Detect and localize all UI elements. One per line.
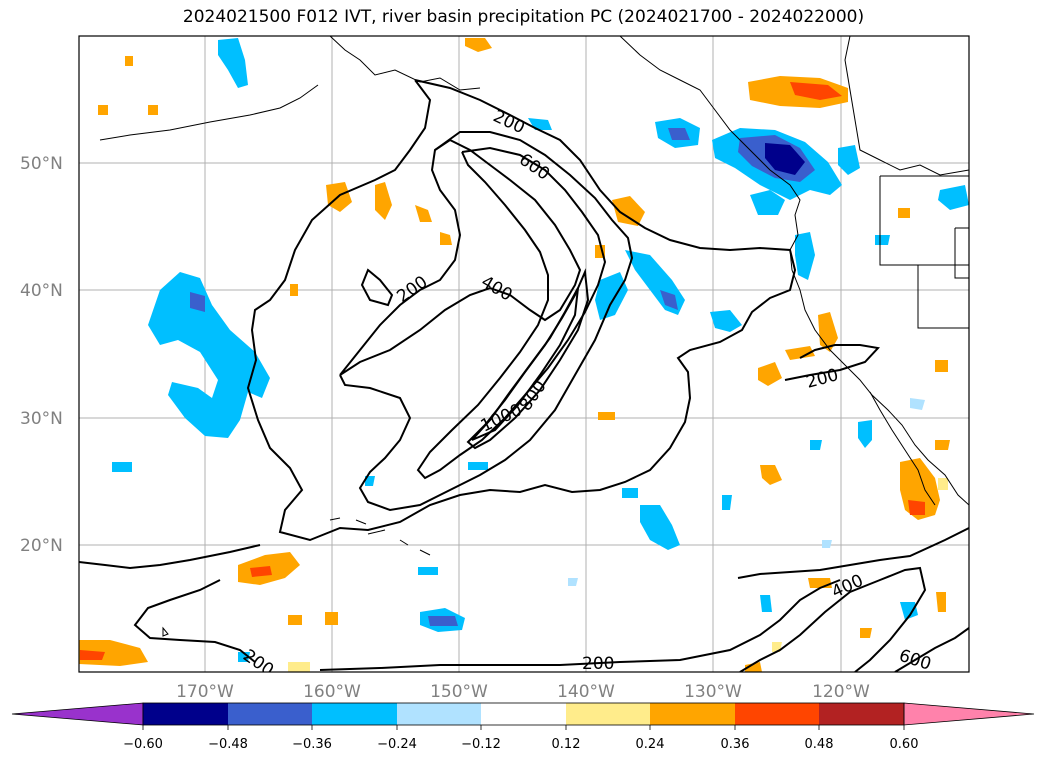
lon-label-120w: 120°W [812, 682, 870, 702]
colorbar-tick-label: 0.60 [890, 737, 919, 752]
colorbar-tick-label: −0.24 [377, 737, 417, 752]
colorbar-segment [228, 703, 312, 725]
colorbar-tick-label: −0.48 [208, 737, 248, 752]
latitude-labels: 50°N 40°N 30°N 20°N [20, 154, 63, 556]
lon-label-140w: 140°W [557, 682, 615, 702]
colorbar-segment [312, 703, 397, 725]
negative-pc-areas [112, 38, 969, 662]
lon-label-150w: 150°W [430, 682, 488, 702]
colorbar-segment [397, 703, 481, 725]
colorbar-tick-label: −0.12 [461, 737, 501, 752]
ivt-contours [79, 79, 969, 672]
map-title: 2024021500 F012 IVT, river basin precipi… [182, 7, 865, 27]
lat-label-20n: 20°N [20, 536, 63, 556]
colorbar-segment [819, 703, 904, 725]
lat-label-50n: 50°N [20, 154, 63, 174]
colorbar-tick-label: 0.12 [552, 737, 581, 752]
colorbar-segment [481, 703, 566, 725]
lon-label-130w: 130°W [684, 682, 742, 702]
colorbar-frame [142, 702, 905, 726]
colorbar-segment [735, 703, 819, 725]
colorbar-tick-label: −0.36 [292, 737, 332, 752]
colorbar-extend-low [11, 702, 144, 726]
colorbar-segment [650, 703, 735, 725]
positive-pc-areas [79, 38, 950, 672]
colorbar-tick-label: 0.36 [721, 737, 750, 752]
colorbar-tick-label: 0.24 [636, 737, 665, 752]
lon-label-170w: 170°W [176, 682, 234, 702]
colorbar-segment [143, 703, 228, 725]
lat-label-30n: 30°N [20, 409, 63, 429]
lat-label-40n: 40°N [20, 281, 63, 301]
contour-label: 200 [582, 654, 614, 674]
colorbar-extend-high [903, 702, 1035, 726]
colorbar-tick-label: 0.48 [805, 737, 834, 752]
longitude-labels: 170°W 160°W 150°W 140°W 130°W 120°W [176, 682, 870, 702]
lon-label-160w: 160°W [303, 682, 361, 702]
colorbar: −0.60 −0.48 −0.36 −0.24 −0.12 0.12 0.24 … [11, 702, 1035, 752]
coastlines [99, 36, 969, 637]
colorbar-tick-label: −0.60 [123, 737, 163, 752]
colorbar-segment [566, 703, 650, 725]
map-frame [78, 35, 970, 673]
